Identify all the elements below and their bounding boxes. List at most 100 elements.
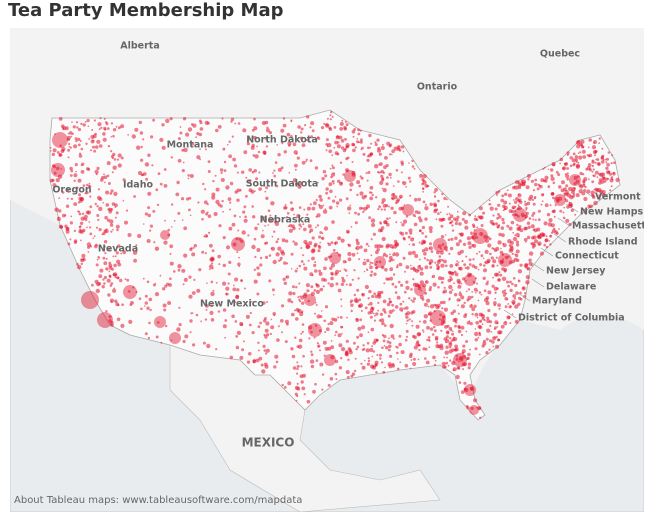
member-dot bbox=[408, 251, 412, 256]
member-dot bbox=[373, 338, 378, 343]
member-dot bbox=[400, 206, 405, 210]
member-dot bbox=[428, 288, 432, 292]
member-dot bbox=[454, 321, 458, 324]
member-dot bbox=[591, 164, 594, 168]
member-dot bbox=[351, 161, 354, 163]
member-dot bbox=[373, 292, 376, 296]
member-dot bbox=[443, 196, 447, 201]
member-dot bbox=[447, 364, 450, 367]
member-dot bbox=[107, 208, 110, 211]
member-dot bbox=[569, 156, 573, 160]
member-dot bbox=[259, 256, 263, 260]
member-dot bbox=[67, 148, 71, 152]
member-dot bbox=[91, 129, 94, 131]
city-cluster bbox=[123, 285, 137, 299]
member-dot bbox=[294, 163, 298, 168]
member-dot bbox=[357, 212, 360, 216]
member-dot bbox=[450, 311, 454, 315]
member-dot bbox=[287, 381, 292, 386]
member-dot bbox=[525, 211, 529, 215]
member-dot bbox=[468, 258, 472, 262]
member-dot bbox=[611, 154, 614, 157]
member-dot bbox=[220, 178, 225, 182]
member-dot bbox=[429, 202, 433, 206]
member-dot bbox=[409, 231, 413, 235]
member-dot bbox=[394, 291, 398, 294]
member-dot bbox=[75, 186, 79, 189]
member-dot bbox=[460, 325, 465, 330]
member-dot bbox=[404, 290, 407, 294]
member-dot bbox=[390, 334, 395, 339]
member-dot bbox=[478, 325, 483, 330]
member-dot bbox=[205, 308, 208, 311]
member-dot bbox=[478, 291, 482, 294]
member-dot bbox=[170, 339, 173, 342]
member-dot bbox=[298, 206, 302, 209]
member-dot bbox=[303, 239, 308, 245]
member-dot bbox=[380, 208, 383, 211]
member-dot bbox=[243, 205, 247, 209]
member-dot bbox=[286, 322, 289, 326]
member-dot bbox=[428, 339, 431, 342]
member-dot bbox=[435, 218, 438, 221]
member-dot bbox=[362, 347, 366, 351]
member-dot bbox=[496, 322, 499, 325]
member-dot bbox=[429, 266, 433, 269]
member-dot bbox=[514, 210, 517, 213]
member-dot bbox=[67, 242, 71, 246]
member-dot bbox=[253, 135, 257, 140]
member-dot bbox=[276, 144, 279, 146]
member-dot bbox=[559, 209, 563, 213]
member-dot bbox=[508, 226, 513, 231]
member-dot bbox=[598, 137, 601, 140]
member-dot bbox=[329, 114, 332, 117]
member-dot bbox=[253, 169, 257, 173]
member-dot bbox=[105, 122, 109, 126]
member-dot bbox=[225, 292, 229, 296]
member-dot bbox=[405, 285, 410, 290]
member-dot bbox=[550, 231, 554, 234]
member-dot bbox=[114, 276, 117, 279]
member-dot bbox=[288, 291, 293, 296]
member-dot bbox=[282, 277, 286, 281]
member-dot bbox=[159, 274, 162, 277]
member-dot bbox=[198, 268, 202, 272]
member-dot bbox=[73, 173, 78, 178]
member-dot bbox=[113, 158, 117, 161]
member-dot bbox=[208, 231, 211, 234]
member-dot bbox=[489, 219, 494, 224]
member-dot bbox=[87, 251, 90, 253]
member-dot bbox=[267, 209, 271, 212]
member-dot bbox=[425, 360, 430, 365]
member-dot bbox=[169, 261, 174, 266]
member-dot bbox=[389, 300, 392, 304]
member-dot bbox=[544, 166, 546, 169]
member-dot bbox=[327, 196, 331, 200]
member-dot bbox=[455, 264, 457, 267]
member-dot bbox=[253, 126, 258, 131]
member-dot bbox=[264, 352, 268, 355]
member-dot bbox=[404, 270, 406, 273]
member-dot bbox=[314, 324, 318, 327]
member-dot bbox=[471, 313, 474, 316]
member-dot bbox=[105, 190, 110, 195]
member-dot bbox=[103, 175, 108, 179]
member-dot bbox=[235, 345, 240, 350]
member-dot bbox=[178, 323, 182, 327]
member-dot bbox=[532, 228, 536, 232]
member-dot bbox=[512, 277, 516, 280]
member-dot bbox=[441, 276, 445, 281]
member-dot bbox=[347, 347, 352, 351]
member-dot bbox=[240, 239, 244, 243]
member-dot bbox=[331, 317, 335, 321]
member-dot bbox=[257, 341, 260, 344]
member-dot bbox=[414, 254, 419, 258]
city-cluster bbox=[453, 353, 467, 367]
member-dot bbox=[370, 254, 373, 257]
member-dot bbox=[587, 163, 592, 167]
member-dot bbox=[350, 226, 353, 228]
member-dot bbox=[264, 328, 269, 333]
member-dot bbox=[338, 135, 343, 140]
member-dot bbox=[95, 173, 98, 176]
